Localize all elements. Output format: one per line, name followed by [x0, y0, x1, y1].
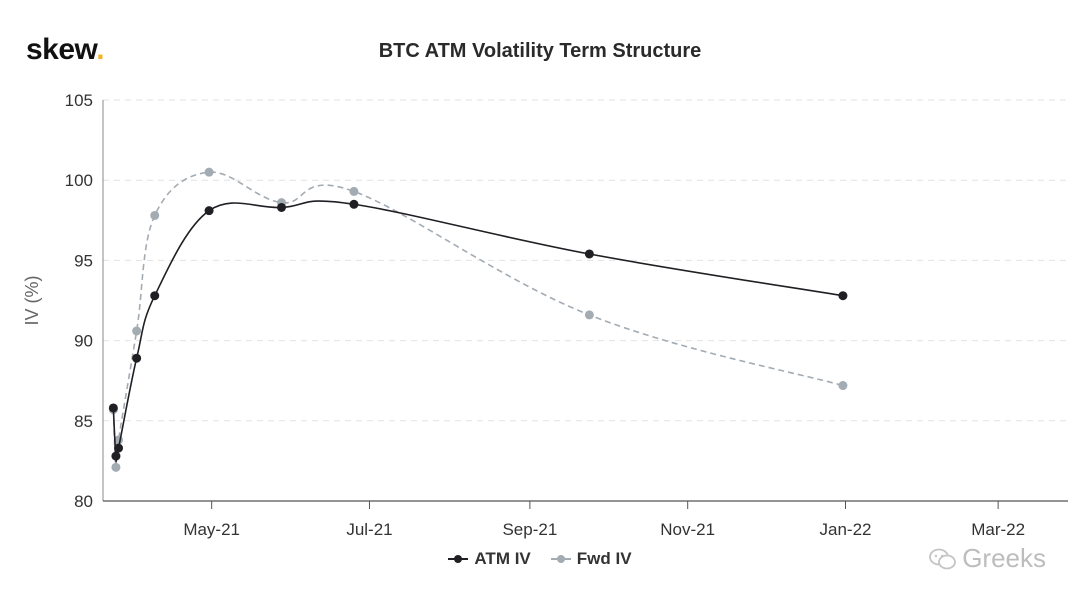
data-point-atm-iv — [838, 291, 848, 301]
data-point-atm-iv — [584, 249, 594, 259]
logo-dot: . — [96, 33, 105, 66]
data-point-atm-iv — [111, 451, 121, 461]
data-point-atm-iv — [132, 353, 142, 363]
y-tick-label: 80 — [74, 492, 93, 511]
y-tick-label: 105 — [65, 91, 93, 110]
data-point-fwd-iv — [838, 381, 848, 391]
legend-item-atm-iv[interactable]: ATM IV — [448, 549, 531, 569]
logo-text: skew — [26, 33, 97, 66]
x-tick-label: May-21 — [183, 520, 240, 539]
legend-label-fwd-iv: Fwd IV — [576, 549, 632, 568]
data-point-atm-iv — [349, 199, 359, 209]
y-axis-title: IV (%) — [22, 275, 42, 325]
axis-layer: 80 85 90 95 100 105 May-21 Jul-21 Sep-21 Nov-21 Ja… — [65, 91, 1068, 539]
x-tick-label: Sep-21 — [502, 520, 557, 539]
legend-label-atm-iv: ATM IV — [474, 549, 531, 568]
data-point-fwd-iv — [132, 326, 142, 336]
grid-layer — [103, 99, 1068, 422]
x-tick-label: Mar-22 — [971, 520, 1025, 539]
data-point-fwd-iv — [150, 210, 160, 220]
legend-item-fwd-iv[interactable]: Fwd IV — [550, 549, 632, 569]
data-point-atm-iv — [150, 291, 160, 301]
chart-title: BTC ATM Volatility Term Structure — [378, 40, 702, 62]
y-tick-label: 100 — [65, 171, 93, 190]
y-tick-label: 90 — [74, 332, 93, 351]
y-tick-label: 85 — [74, 412, 93, 431]
x-tick-label: Jan-22 — [820, 520, 872, 539]
data-point-fwd-iv — [584, 310, 594, 320]
x-tick-label: Nov-21 — [660, 520, 715, 539]
skew-logo: skew. — [26, 33, 105, 67]
data-point-fwd-iv — [204, 167, 214, 177]
legend-swatch-fwd-iv — [550, 553, 571, 565]
series-line-fwd-iv — [112, 171, 844, 470]
wechat-icon — [929, 548, 957, 569]
series-layer — [108, 167, 848, 472]
watermark: Greeks — [928, 543, 1046, 574]
data-point-atm-iv — [277, 202, 287, 212]
x-tick-label: Jul-21 — [346, 520, 392, 539]
data-point-fwd-iv — [111, 462, 121, 472]
data-point-atm-iv — [204, 206, 214, 216]
data-point-atm-iv — [108, 403, 118, 413]
data-point-fwd-iv — [349, 186, 359, 196]
legend-swatch-atm-iv — [448, 553, 469, 565]
data-point-atm-iv — [114, 443, 124, 453]
chart-legend: ATM IV Fwd IV — [0, 549, 1080, 569]
series-line-atm-iv — [112, 200, 844, 463]
y-tick-label: 95 — [74, 251, 93, 270]
watermark-text: Greeks — [962, 543, 1046, 573]
